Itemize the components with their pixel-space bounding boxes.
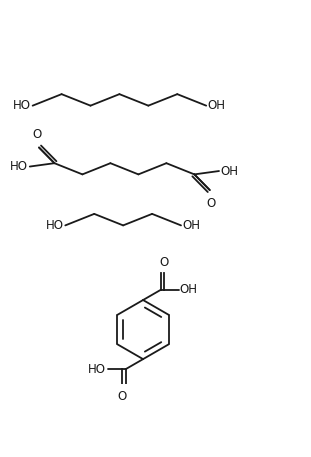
Text: OH: OH xyxy=(180,283,198,297)
Text: HO: HO xyxy=(13,99,31,112)
Text: O: O xyxy=(159,256,168,269)
Text: O: O xyxy=(207,197,216,210)
Text: HO: HO xyxy=(10,160,28,173)
Text: O: O xyxy=(118,390,127,404)
Text: OH: OH xyxy=(220,165,239,177)
Text: O: O xyxy=(33,128,42,141)
Text: HO: HO xyxy=(88,363,106,376)
Text: OH: OH xyxy=(183,219,201,232)
Text: OH: OH xyxy=(208,99,226,112)
Text: HO: HO xyxy=(46,219,64,232)
